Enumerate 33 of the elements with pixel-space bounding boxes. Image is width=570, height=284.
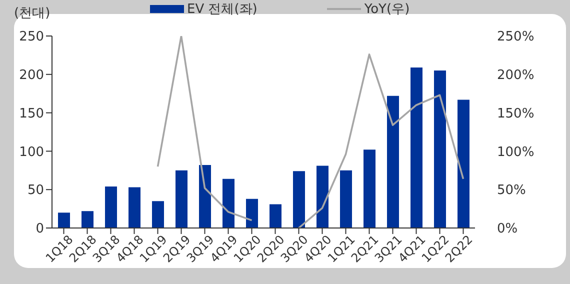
legend-label: YoY(우) [364,1,410,18]
y-tick-label: 250 [19,30,44,45]
bar [387,96,399,228]
y-tick-label: 150 [19,106,44,122]
bar [199,165,211,228]
y2-tick-label: 250% [497,30,534,45]
bar [222,178,234,228]
bar [246,198,258,228]
y2-tick-label: 0% [497,222,518,237]
legend-label: EV 전체(좌) [187,1,258,18]
bar [293,171,305,228]
y-tick-label: 100 [19,144,44,160]
bar [316,166,328,228]
bar [105,186,117,228]
bar [434,70,446,228]
bar [270,204,282,228]
bar [340,170,352,228]
bar [128,187,140,228]
bar [364,150,376,228]
bar [82,211,94,228]
y2-tick-label: 100% [497,144,534,160]
y-tick-label: 50 [27,183,44,198]
y2-tick-label: 50% [497,183,526,198]
bar [410,67,422,228]
y-axis-title: (천대) [14,5,50,22]
y2-tick-label: 200% [497,68,534,84]
y-tick-label: 0 [36,222,44,237]
bar [458,100,470,228]
bar [152,201,164,228]
y2-tick-label: 150% [497,106,534,122]
bar [176,170,188,228]
bar [58,212,70,228]
y-tick-label: 200 [19,68,44,84]
